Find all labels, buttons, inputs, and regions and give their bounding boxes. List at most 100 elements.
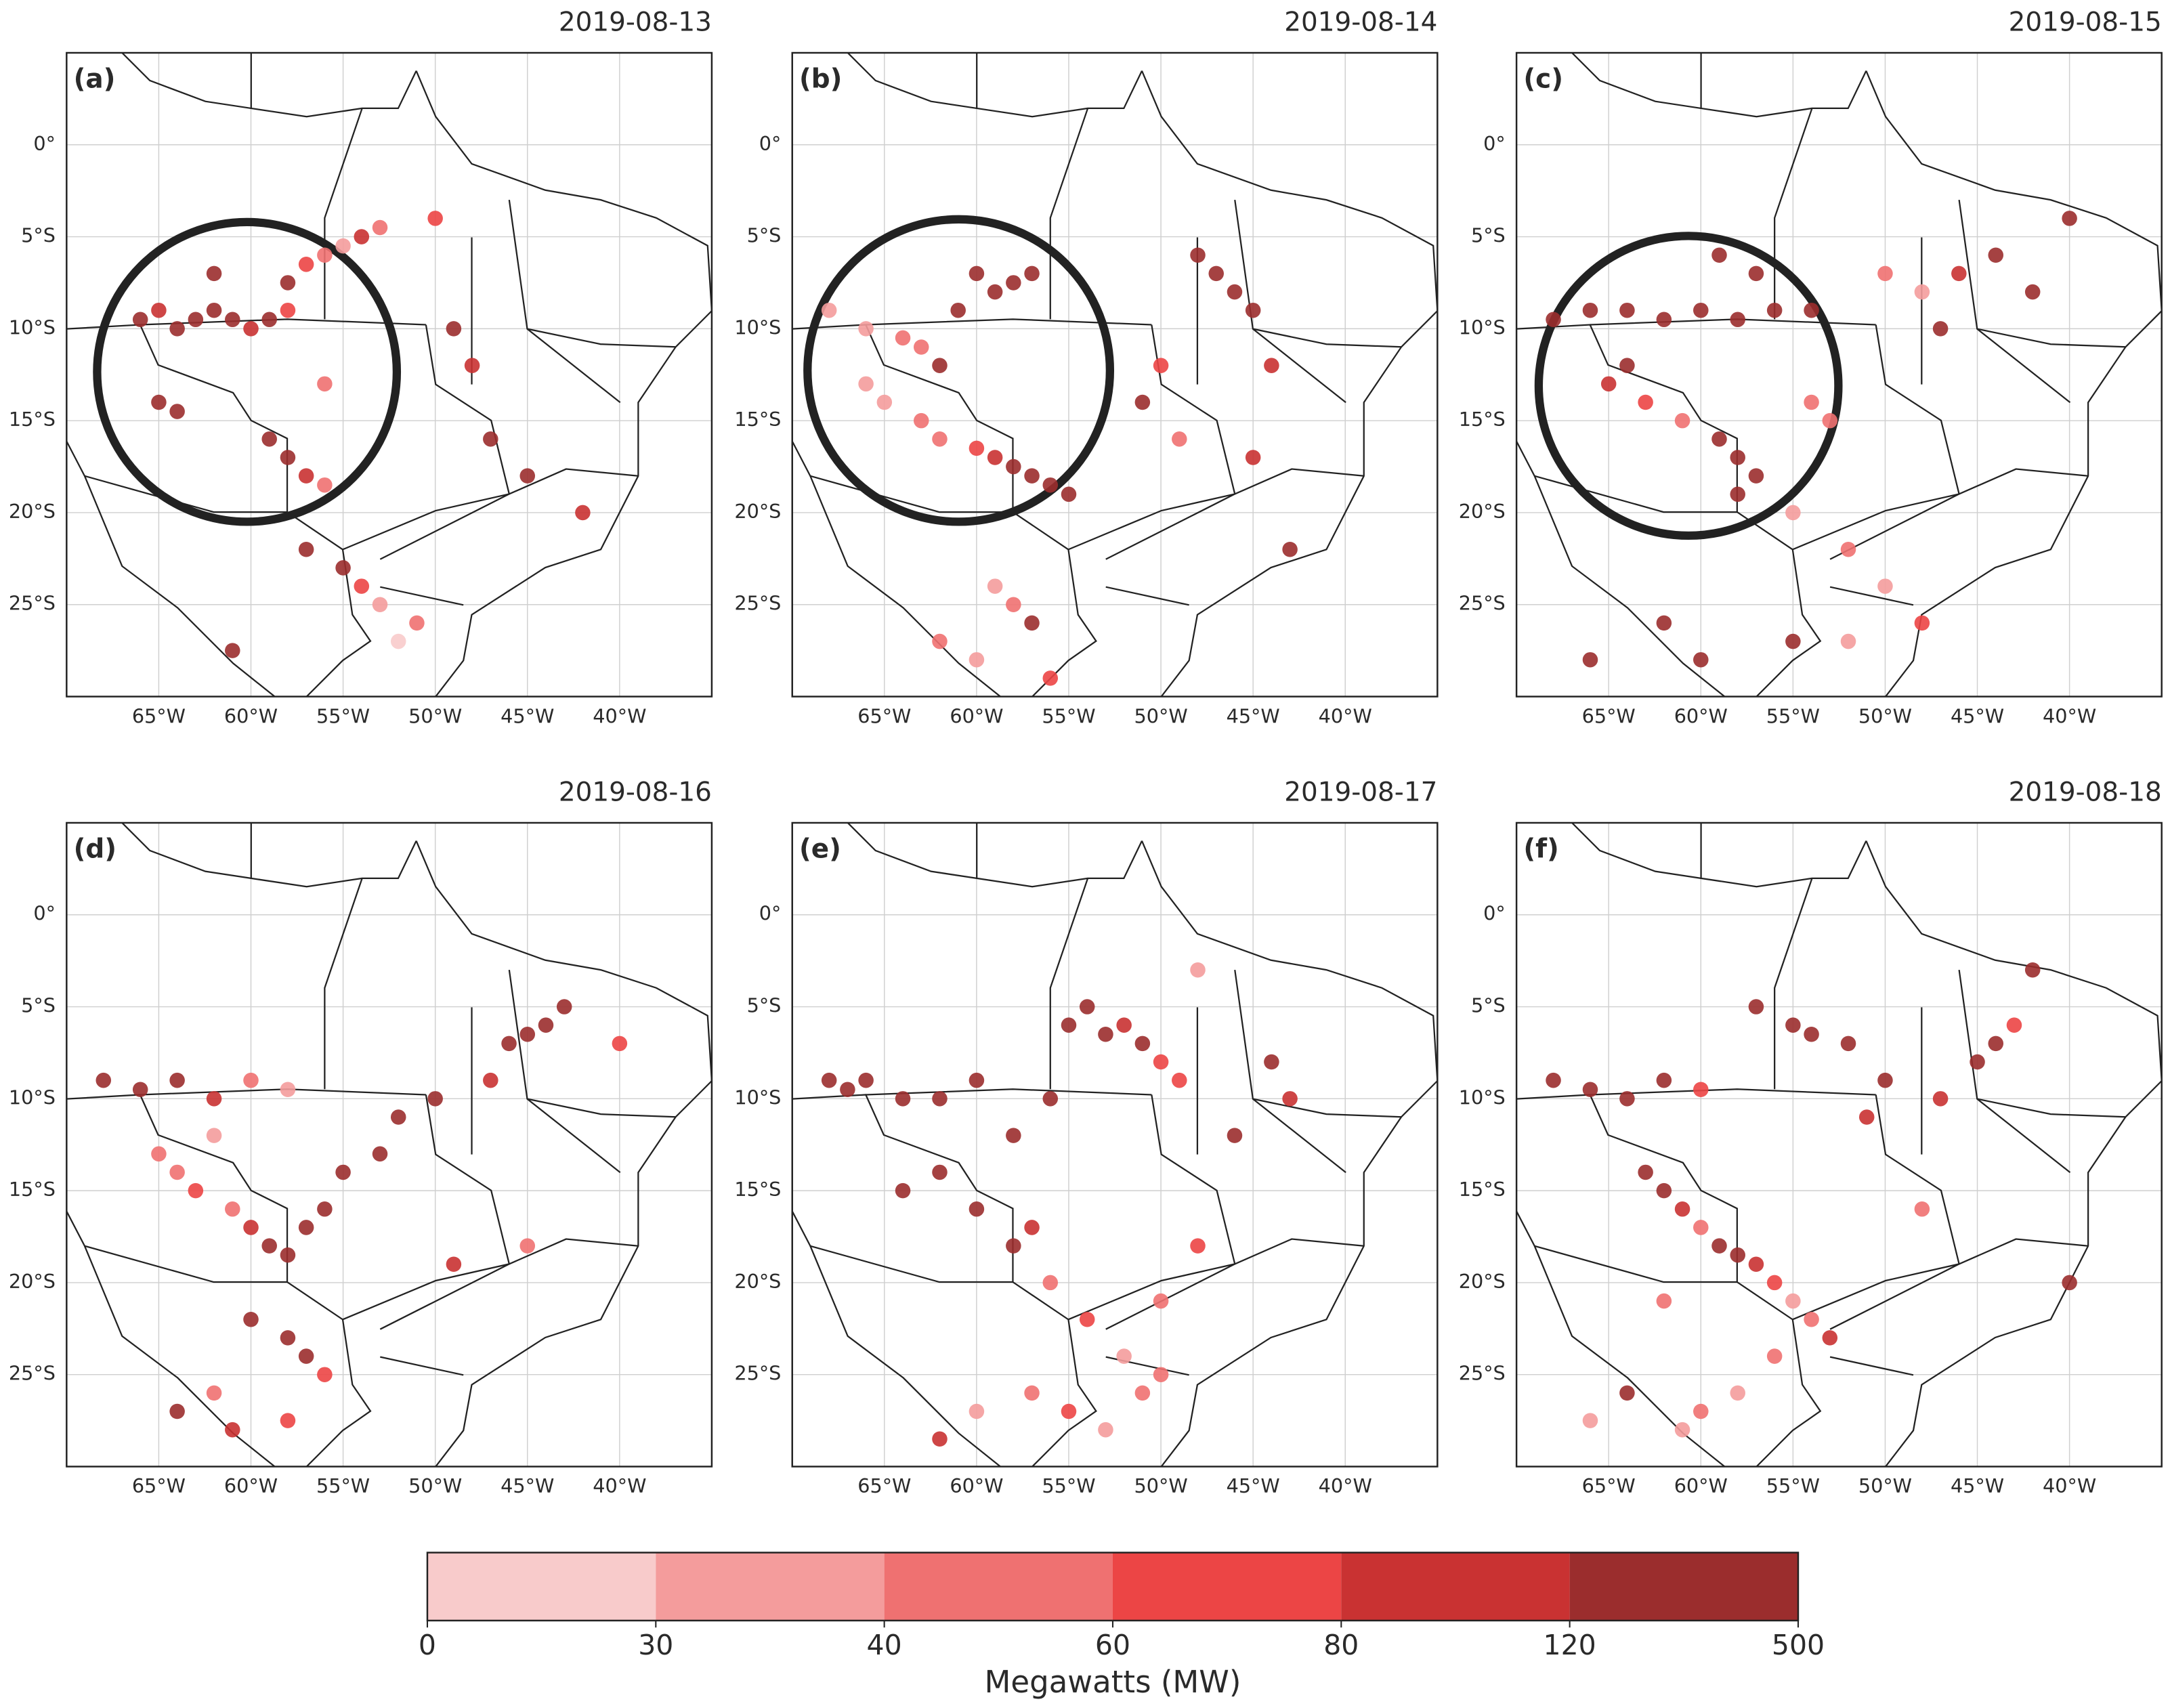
y-tick-label: 15°S [9,1178,56,1201]
y-tick-label: 25°S [734,592,781,615]
y-tick-label: 25°S [9,592,56,615]
y-tick-label: 5°S [21,994,56,1017]
fire-point [1785,633,1801,649]
fire-point [1730,312,1745,328]
panel-frame [66,821,713,1468]
fire-point [1153,1054,1169,1070]
fire-point [1674,412,1690,429]
fire-point [169,1403,185,1419]
y-tick-label: 5°S [747,994,782,1017]
fire-point [1730,1385,1745,1401]
fire-point [519,1238,536,1254]
fire-point [932,1431,948,1447]
fire-point [169,1072,185,1088]
fire-point [1932,321,1949,337]
fire-point [1264,1054,1279,1070]
x-tick-label: 40°W [2043,1474,2096,1497]
x-tick-label: 65°W [132,704,186,727]
fire-point [1582,1082,1598,1098]
fire-point [1914,284,1930,300]
fire-point [1134,1036,1151,1052]
fire-point [612,1036,628,1052]
fire-point [169,321,185,337]
fire-point [1619,358,1635,373]
fire-point [895,1091,911,1107]
fire-point [1674,1201,1690,1217]
x-tick-label: 50°W [408,1474,462,1497]
y-tick-label: 15°S [1459,408,1506,431]
y-tick-label: 20°S [734,1270,781,1293]
x-tick-label: 65°W [132,1474,186,1497]
y-tick-label: 0° [33,902,56,925]
y-tick-label: 10°S [734,316,781,339]
fire-point [1877,1072,1893,1088]
fire-point [427,211,443,226]
fire-point [1822,1330,1838,1346]
colorbar-segment [1341,1552,1570,1621]
fire-point [132,312,148,328]
fire-point [932,1164,948,1180]
fire-point [1042,1091,1059,1107]
fire-point [1006,597,1021,613]
fire-point [1711,431,1727,447]
fire-point [225,312,240,328]
fire-point [1748,468,1764,484]
fire-point [1006,275,1021,291]
x-tick-label: 55°W [1042,1474,1095,1497]
colorbar-tick-label: 80 [1323,1629,1359,1661]
grid [1516,822,2162,1467]
fire-point [1840,541,1856,557]
y-tick-label: 0° [759,902,782,925]
grid [792,52,1438,697]
fire-point [969,440,985,456]
panel-title: 2019-08-13 [559,7,712,37]
fire-point [1098,1422,1113,1438]
fire-point [335,1164,351,1180]
panel-title: 2019-08-14 [1284,7,1437,37]
panel: 65°W 60°W 55°W 50°W 45°W 40°W 0° 5°S 10°S 15°S 20°… [1459,7,2163,727]
colorbar-tick-label: 30 [638,1629,673,1661]
colorbar-tick-label: 500 [1772,1629,1825,1661]
fire-points [95,999,628,1438]
fire-point [427,1091,443,1107]
fire-point [206,1128,222,1143]
x-tick-label: 45°W [1227,704,1280,727]
colorbar-segment [884,1552,1113,1621]
fire-point [1042,670,1059,686]
fire-point [858,376,874,392]
panel: 65°W 60°W 55°W 50°W 45°W 40°W 0° 5°S 10°S 15°S 20°… [9,7,713,727]
y-tick-label: 15°S [734,408,781,431]
fire-point [483,1072,498,1088]
fire-point [519,468,536,484]
fire-point [969,1201,985,1217]
fire-point [1061,1403,1077,1419]
fire-point [1153,358,1169,373]
fire-point [280,1082,296,1098]
x-tick-label: 55°W [1766,704,1820,727]
fire-point [390,1109,406,1125]
fire-point [1877,578,1893,594]
fire-point [188,1182,204,1199]
panel-title: 2019-08-18 [2009,777,2162,807]
fire-point [987,450,1003,465]
fire-point [151,1146,167,1162]
fire-point [1582,652,1598,668]
y-tick-label: 20°S [9,1270,56,1293]
fire-point [280,450,296,465]
fire-point [317,1201,333,1217]
x-tick-label: 40°W [1319,704,1372,727]
y-tick-label: 0° [759,132,782,155]
fire-point [1711,1238,1727,1254]
x-tick-label: 45°W [501,1474,554,1497]
fire-point [1766,1348,1783,1364]
fire-point [372,219,388,236]
fire-point [1546,312,1561,328]
fire-point [821,1072,837,1088]
y-tick-label: 5°S [1471,994,1506,1017]
y-tick-label: 25°S [9,1362,56,1385]
y-tick-label: 5°S [21,224,56,247]
fire-point [932,358,948,373]
fire-point [446,1256,462,1273]
fire-point [151,394,167,410]
